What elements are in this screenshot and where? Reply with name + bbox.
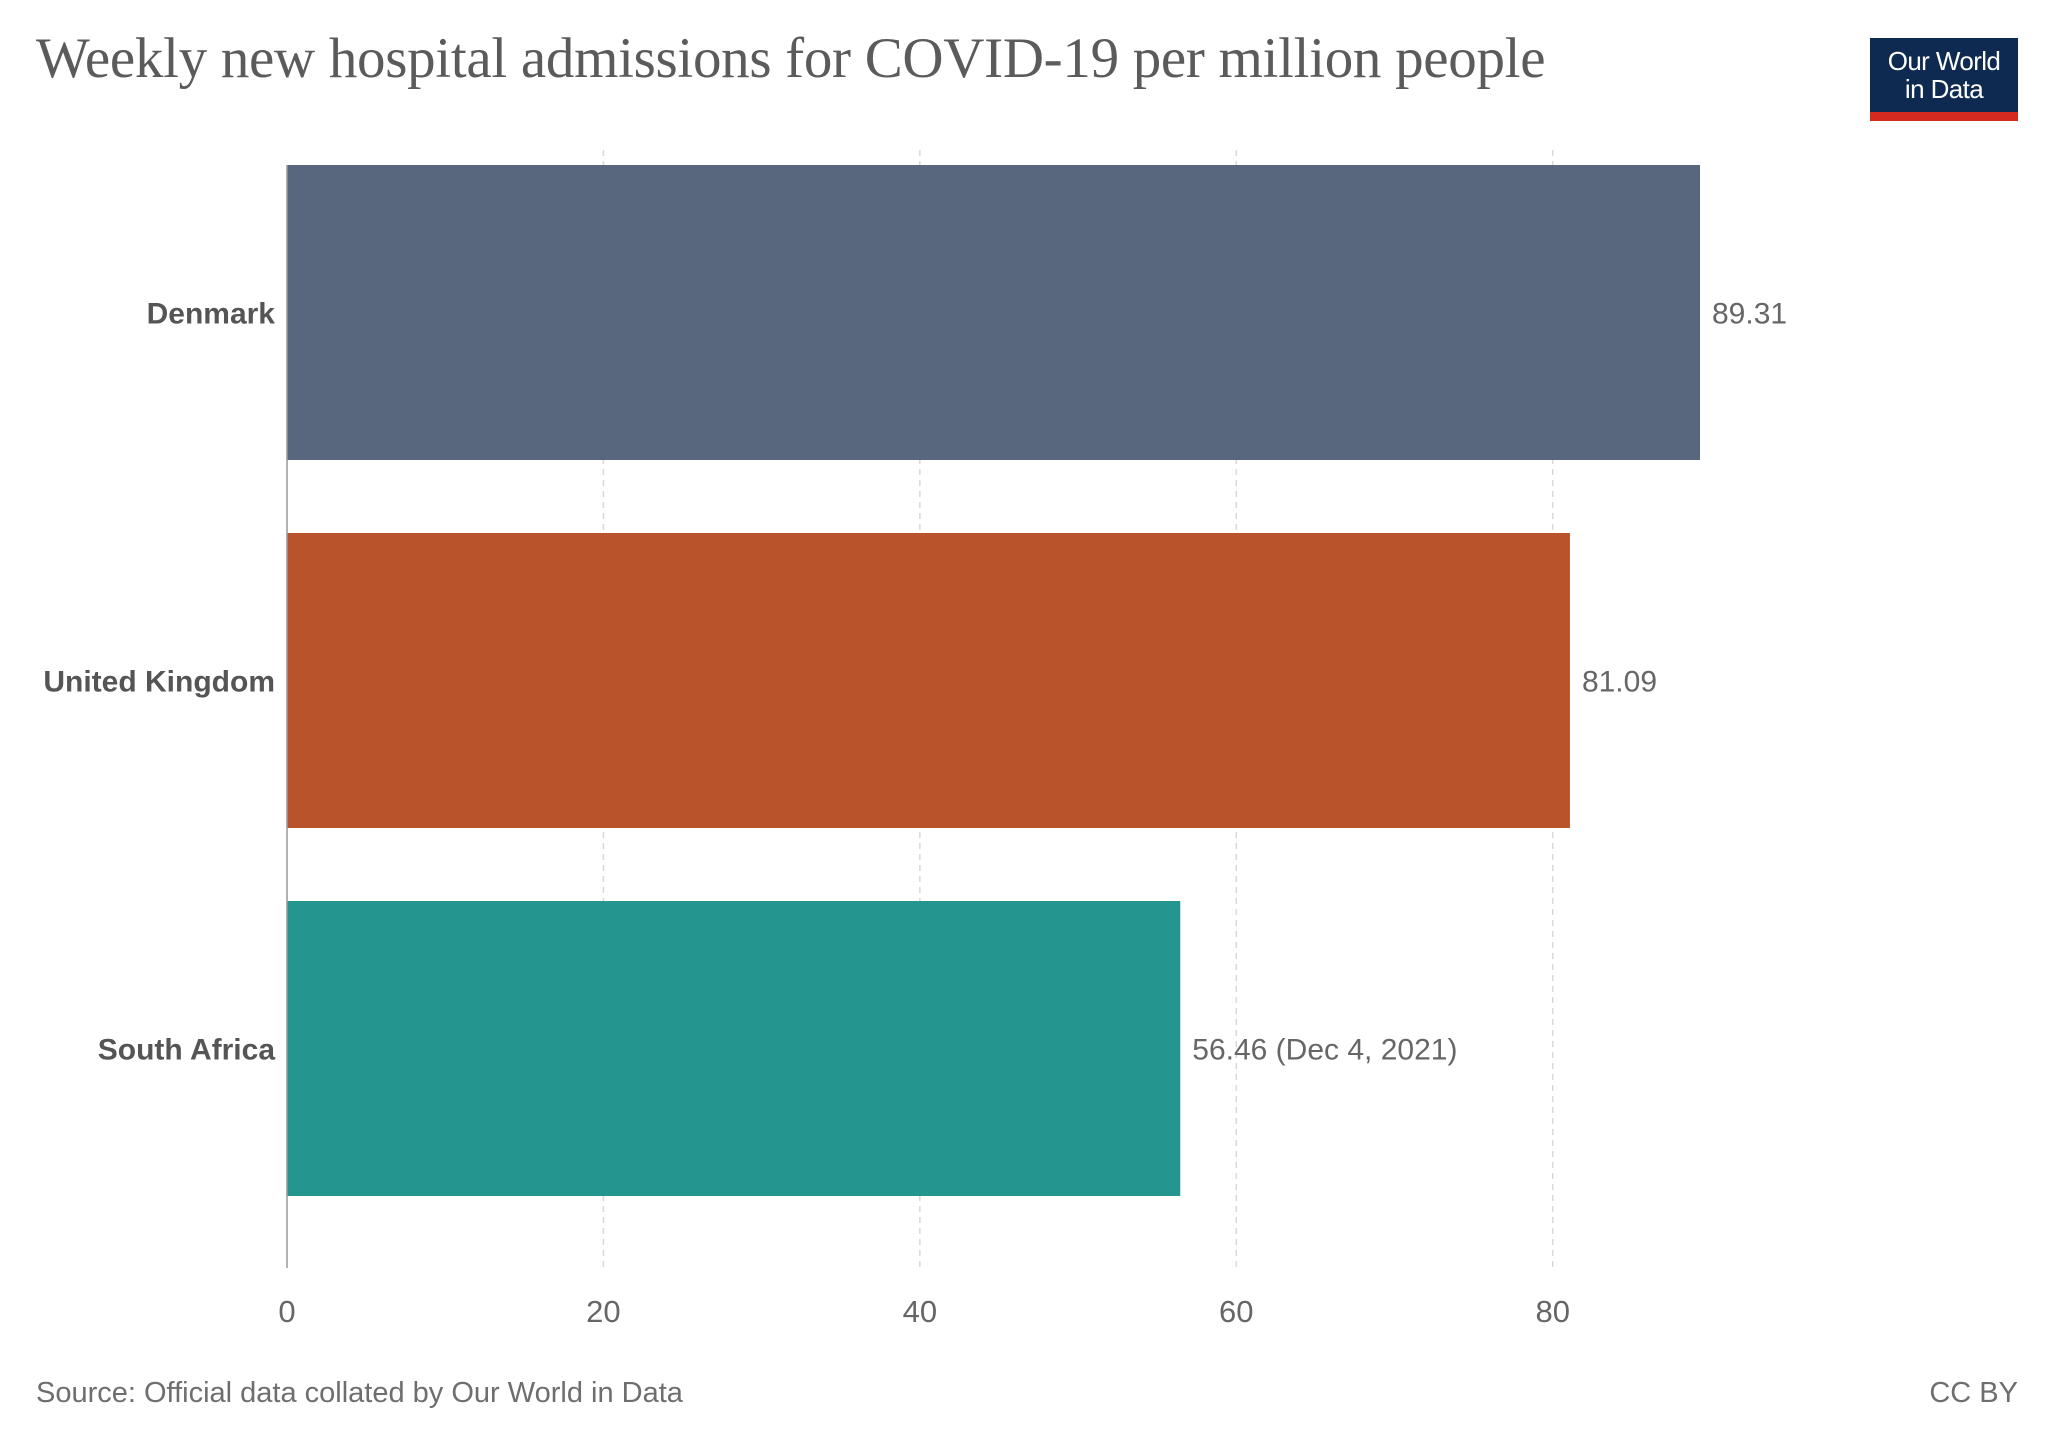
category-label: South Africa	[98, 1034, 276, 1067]
value-label: 81.09	[1582, 666, 1657, 699]
x-tick-label: 20	[586, 1294, 620, 1329]
category-label: Denmark	[147, 298, 276, 331]
license-link[interactable]: CC BY	[1929, 1377, 2018, 1409]
x-tick-label: 40	[903, 1294, 937, 1329]
value-label: 89.31	[1712, 298, 1787, 331]
x-tick-label: 80	[1535, 1294, 1569, 1329]
bars	[287, 165, 1700, 1196]
owid-logo[interactable]: Our World in Data	[1870, 38, 2018, 121]
logo-text-line2: in Data	[1904, 74, 1984, 104]
x-tick-label: 60	[1219, 1294, 1253, 1329]
bar	[287, 165, 1700, 460]
axes: 0 20 40 60 80	[278, 165, 1570, 1329]
bar	[287, 901, 1181, 1196]
bar	[287, 533, 1570, 828]
value-label: 56.46 (Dec 4, 2021)	[1192, 1034, 1457, 1067]
x-tick-label: 0	[278, 1294, 295, 1329]
category-label: United Kingdom	[43, 666, 275, 699]
chart-title: Weekly new hospital admissions for COVID…	[36, 27, 1546, 90]
source-note[interactable]: Source: Official data collated by Our Wo…	[36, 1377, 683, 1409]
logo-text-line1: Our World	[1887, 46, 2001, 76]
labels: Denmark 89.31 United Kingdom 81.09 South Afr…	[43, 298, 1787, 1067]
